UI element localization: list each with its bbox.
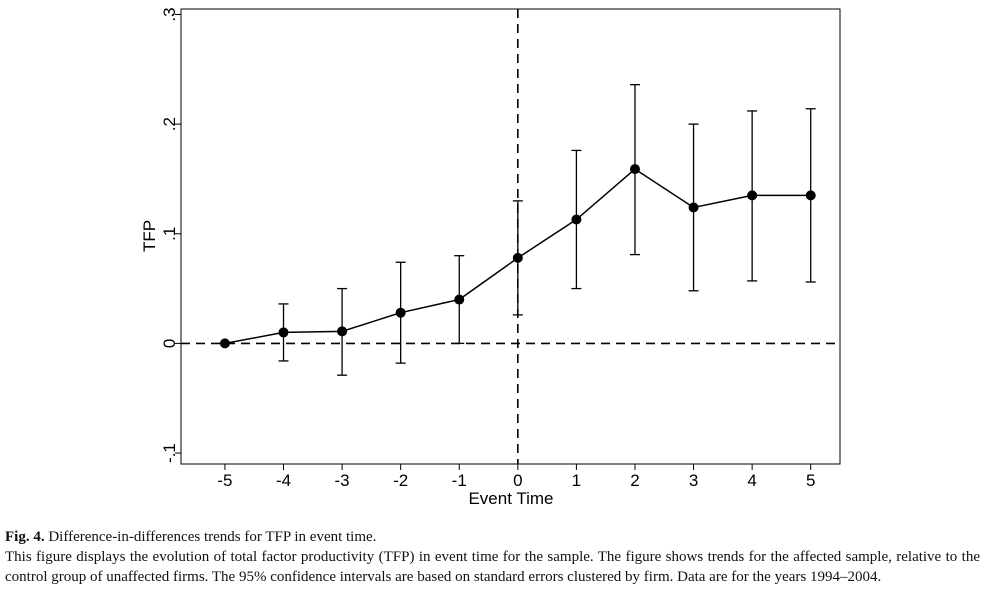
x-axis-ticks: -5 -4 -3 -2 -1 0 1 2 3 4 5 <box>217 464 815 490</box>
tfp-event-time-chart: -5 -4 -3 -2 -1 0 1 2 3 4 5 -.1 0 .1 .2 .3 Event Time T… <box>140 7 841 508</box>
y-tick-label: .3 <box>160 7 179 21</box>
plot-frame <box>180 8 841 465</box>
data-point <box>395 307 406 318</box>
figure-title: Difference-in-differences trends for TFP… <box>48 529 377 545</box>
figure-label: Fig. 4. <box>5 529 45 545</box>
x-tick-label: -2 <box>393 471 408 490</box>
x-tick-label: 0 <box>513 471 522 490</box>
data-point <box>219 338 230 349</box>
data-point <box>337 326 348 337</box>
data-points <box>219 164 816 349</box>
x-tick-label: 4 <box>747 471 756 490</box>
y-tick-label: .2 <box>160 117 179 131</box>
figure-caption: Fig. 4. Difference-in-differences trends… <box>5 527 980 587</box>
data-point <box>571 214 582 225</box>
x-tick-label: 1 <box>572 471 581 490</box>
y-axis-label: TFP <box>140 220 159 252</box>
data-point <box>747 190 758 201</box>
data-point <box>688 202 699 213</box>
data-point <box>805 190 816 201</box>
x-tick-label: 3 <box>689 471 698 490</box>
x-tick-label: -5 <box>217 471 232 490</box>
y-tick-label: 0 <box>160 339 179 348</box>
x-tick-label: -1 <box>452 471 467 490</box>
x-tick-label: -3 <box>335 471 350 490</box>
data-point <box>454 294 465 305</box>
x-tick-label: 2 <box>630 471 639 490</box>
x-axis-label: Event Time <box>468 489 553 508</box>
figure-description: This figure displays the evolution of to… <box>5 549 980 585</box>
caption-heading: Fig. 4. Difference-in-differences trends… <box>5 527 980 547</box>
y-tick-label: .1 <box>160 227 179 241</box>
data-point <box>629 164 640 175</box>
data-point <box>278 327 289 338</box>
y-axis-ticks: -.1 0 .1 .2 .3 <box>160 7 181 463</box>
data-point <box>512 252 523 263</box>
reference-lines <box>181 9 840 464</box>
x-tick-label: -4 <box>276 471 291 490</box>
y-tick-label: -.1 <box>160 443 179 463</box>
x-tick-label: 5 <box>806 471 815 490</box>
confidence-intervals <box>278 84 816 376</box>
